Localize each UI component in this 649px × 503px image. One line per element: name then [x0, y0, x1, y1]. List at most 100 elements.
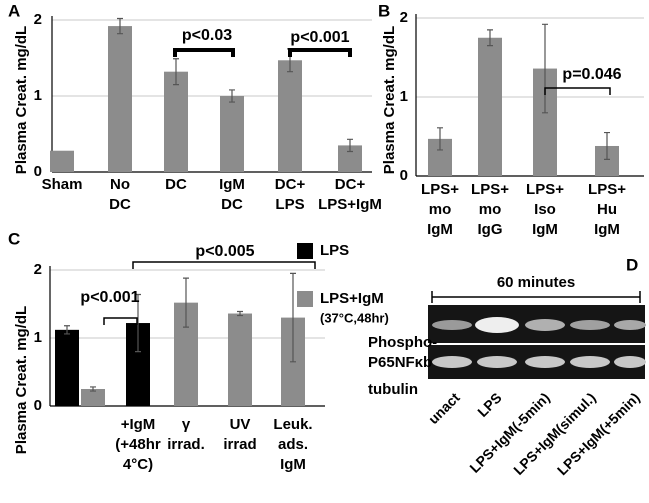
- band: [477, 356, 517, 368]
- x-tick-label: LPS+: [471, 181, 509, 198]
- x-tick-label: irrad: [223, 436, 256, 453]
- band: [525, 356, 565, 368]
- band: [570, 356, 610, 368]
- x-tick-label: IgM: [280, 456, 306, 473]
- annotation: p<0.001: [80, 289, 139, 306]
- band: [525, 319, 565, 331]
- row-label: Phospho-: [368, 334, 437, 351]
- error-bar: [90, 386, 96, 392]
- error-bar: [237, 310, 243, 317]
- x-tick-label: Sham: [42, 176, 83, 193]
- lane-label: LPS+IgM(simul.): [510, 389, 599, 478]
- significance-bracket: [288, 48, 352, 57]
- legend-swatch: [297, 291, 313, 307]
- x-tick-label: Iso: [534, 201, 556, 218]
- band: [432, 356, 472, 368]
- error-bar: [487, 29, 493, 47]
- x-tick-label: mo: [479, 201, 502, 218]
- y-tick-label: 2: [34, 11, 42, 28]
- x-tick-label: (+48hr: [115, 436, 161, 453]
- band: [614, 320, 646, 330]
- x-tick-label: DC+: [335, 176, 366, 193]
- bar: [228, 313, 252, 406]
- significance-bracket: [132, 261, 316, 269]
- error-bar: [183, 277, 189, 328]
- legend-label: LPS+IgM: [320, 290, 384, 307]
- blot-title: 60 minutes: [497, 274, 575, 291]
- error-bar: [173, 58, 179, 86]
- x-tick-label: No: [110, 176, 130, 193]
- x-tick-label: IgM: [219, 176, 245, 193]
- x-tick-label: LPS+IgM: [318, 196, 382, 213]
- lane-label: LPS: [474, 389, 505, 420]
- panel-letter: D: [626, 255, 638, 274]
- annotation: p<0.005: [195, 243, 254, 260]
- band: [475, 317, 519, 333]
- x-tick-label: DC: [221, 196, 243, 213]
- error-bar: [347, 138, 353, 153]
- y-tick-label: 2: [34, 261, 42, 278]
- lane-label: unact: [425, 389, 463, 427]
- panel-d-blot: [428, 291, 646, 379]
- y-axis-label: Plasma Creat. mg/dL: [13, 26, 30, 174]
- bar: [278, 60, 302, 172]
- error-bar: [135, 293, 141, 353]
- bar: [55, 329, 79, 406]
- x-tick-label: LPS: [275, 196, 304, 213]
- y-tick-label: 0: [400, 167, 408, 184]
- x-tick-label: 4°C): [123, 456, 153, 473]
- x-tick-label: LPS+: [526, 181, 564, 198]
- band: [570, 320, 610, 330]
- significance-bracket: [173, 48, 235, 57]
- y-tick-label: 1: [400, 88, 408, 105]
- band: [614, 356, 646, 368]
- x-tick-label: γ: [182, 416, 191, 433]
- annotation: p<0.001: [290, 29, 349, 46]
- x-tick-label: DC: [109, 196, 131, 213]
- bar: [50, 150, 74, 172]
- time-bracket: [431, 291, 641, 303]
- error-bar: [604, 131, 610, 161]
- band: [432, 320, 472, 330]
- row-label: P65NFκb: [368, 354, 432, 371]
- error-bar: [64, 325, 70, 335]
- x-tick-label: IgM: [532, 221, 558, 238]
- x-tick-label: DC+: [275, 176, 306, 193]
- y-axis-label: Plasma Creat. mg/dL: [13, 306, 30, 454]
- x-tick-label: ads.: [278, 436, 308, 453]
- x-tick-label: mo: [429, 201, 452, 218]
- panel-letter: C: [8, 229, 20, 248]
- x-tick-label: IgG: [478, 221, 503, 238]
- lane-label: LPS+IgM(+5min): [554, 389, 643, 478]
- x-tick-label: UV: [230, 416, 251, 433]
- panel-letter: A: [8, 1, 20, 20]
- annotation: p<0.03: [182, 27, 232, 44]
- x-tick-label: LPS+: [421, 181, 459, 198]
- x-tick-label: Leuk.: [273, 416, 312, 433]
- legend-swatch: [297, 243, 313, 259]
- x-tick-label: IgM: [594, 221, 620, 238]
- error-bar: [117, 17, 123, 35]
- y-tick-label: 2: [400, 9, 408, 26]
- bar: [220, 96, 244, 172]
- x-tick-label: +IgM: [121, 416, 156, 433]
- x-tick-label: LPS+: [588, 181, 626, 198]
- y-tick-label: 1: [34, 87, 42, 104]
- bar: [81, 389, 105, 406]
- y-tick-label: 0: [34, 397, 42, 414]
- error-bar: [290, 272, 296, 363]
- y-tick-label: 1: [34, 329, 42, 346]
- y-axis-label: Plasma Creat. mg/dL: [381, 26, 398, 174]
- significance-bracket: [544, 87, 611, 95]
- annotation: p=0.046: [562, 66, 621, 83]
- error-bar: [229, 89, 235, 103]
- x-tick-label: irrad.: [167, 436, 205, 453]
- error-bar: [437, 127, 443, 151]
- error-bar: [542, 23, 548, 114]
- x-tick-label: IgM: [427, 221, 453, 238]
- x-tick-label: Hu: [597, 201, 617, 218]
- legend-label: (37°C,48hr): [320, 310, 389, 325]
- bar: [164, 71, 188, 172]
- bar: [108, 26, 132, 172]
